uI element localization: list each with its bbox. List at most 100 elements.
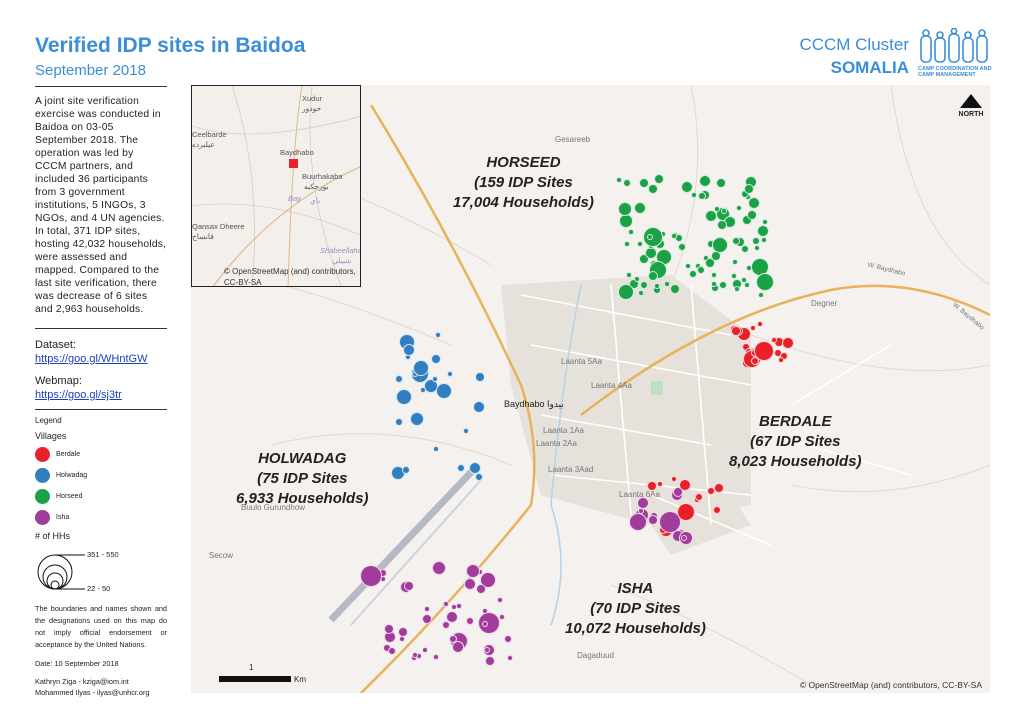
idp-site-marker[interactable] bbox=[432, 375, 439, 382]
idp-site-marker[interactable] bbox=[435, 382, 452, 399]
idp-site-marker[interactable] bbox=[463, 577, 476, 590]
idp-site-marker[interactable] bbox=[754, 245, 761, 252]
idp-site-marker[interactable] bbox=[711, 271, 718, 278]
idp-site-marker[interactable] bbox=[450, 603, 457, 610]
idp-site-marker[interactable] bbox=[761, 236, 768, 243]
idp-site-marker[interactable] bbox=[622, 178, 631, 187]
idp-site-marker[interactable] bbox=[404, 581, 415, 592]
dataset-link[interactable]: https://goo.gl/WHntGW bbox=[35, 353, 148, 365]
idp-site-marker[interactable] bbox=[617, 202, 632, 217]
idp-site-marker[interactable] bbox=[456, 464, 465, 473]
idp-site-marker[interactable] bbox=[623, 241, 630, 248]
idp-site-marker[interactable] bbox=[680, 534, 687, 541]
idp-site-marker[interactable] bbox=[435, 332, 442, 339]
idp-site-marker[interactable] bbox=[716, 220, 727, 231]
idp-site-marker[interactable] bbox=[443, 601, 450, 608]
idp-site-marker[interactable] bbox=[670, 283, 681, 294]
idp-site-marker[interactable] bbox=[475, 372, 486, 383]
idp-site-marker[interactable] bbox=[419, 387, 426, 394]
idp-site-marker[interactable] bbox=[423, 606, 430, 613]
idp-site-marker[interactable] bbox=[628, 228, 635, 235]
idp-site-marker[interactable] bbox=[758, 291, 765, 298]
idp-site-marker[interactable] bbox=[771, 337, 778, 344]
webmap-link[interactable]: https://goo.gl/sj3tr bbox=[35, 389, 122, 401]
idp-site-marker[interactable] bbox=[617, 283, 634, 300]
idp-site-marker[interactable] bbox=[401, 466, 410, 475]
idp-site-marker[interactable] bbox=[446, 610, 459, 623]
idp-site-marker[interactable] bbox=[677, 503, 696, 522]
idp-site-marker[interactable] bbox=[448, 634, 457, 643]
idp-site-marker[interactable] bbox=[734, 285, 741, 292]
idp-site-marker[interactable] bbox=[654, 282, 661, 289]
idp-site-marker[interactable] bbox=[615, 176, 622, 183]
idp-site-marker[interactable] bbox=[456, 602, 463, 609]
idp-site-marker[interactable] bbox=[484, 646, 491, 653]
idp-site-marker[interactable] bbox=[689, 269, 698, 278]
idp-site-marker[interactable] bbox=[672, 486, 683, 497]
idp-site-marker[interactable] bbox=[507, 654, 514, 661]
idp-site-marker[interactable] bbox=[761, 219, 768, 226]
idp-site-marker[interactable] bbox=[778, 357, 785, 364]
idp-site-marker[interactable] bbox=[432, 654, 439, 661]
idp-site-marker[interactable] bbox=[747, 209, 758, 220]
idp-site-marker[interactable] bbox=[433, 446, 440, 453]
idp-site-marker[interactable] bbox=[412, 359, 429, 376]
idp-site-marker[interactable] bbox=[639, 280, 648, 289]
idp-site-marker[interactable] bbox=[403, 343, 416, 356]
idp-site-marker[interactable] bbox=[712, 506, 721, 515]
idp-site-marker[interactable] bbox=[731, 272, 738, 279]
idp-site-marker[interactable] bbox=[710, 281, 717, 288]
idp-site-marker[interactable] bbox=[694, 492, 703, 501]
idp-site-marker[interactable] bbox=[466, 616, 475, 625]
map[interactable]: HORSEED (159 IDP Sites 17,004 Households… bbox=[191, 85, 990, 693]
idp-site-marker[interactable] bbox=[685, 262, 692, 269]
idp-site-marker[interactable] bbox=[731, 236, 740, 245]
idp-site-marker[interactable] bbox=[750, 324, 757, 331]
idp-site-marker[interactable] bbox=[690, 192, 697, 199]
idp-site-marker[interactable] bbox=[677, 242, 686, 251]
idp-site-marker[interactable] bbox=[710, 251, 721, 262]
idp-site-marker[interactable] bbox=[720, 208, 727, 215]
idp-site-marker[interactable] bbox=[465, 564, 480, 579]
idp-site-marker[interactable] bbox=[653, 173, 664, 184]
idp-site-marker[interactable] bbox=[412, 651, 419, 658]
idp-site-marker[interactable] bbox=[743, 183, 754, 194]
idp-site-marker[interactable] bbox=[421, 647, 428, 653]
idp-site-marker[interactable] bbox=[446, 371, 453, 377]
idp-site-marker[interactable] bbox=[714, 482, 725, 493]
idp-site-marker[interactable] bbox=[638, 508, 645, 515]
idp-site-marker[interactable] bbox=[398, 627, 409, 638]
idp-site-marker[interactable] bbox=[706, 487, 715, 496]
idp-site-marker[interactable] bbox=[395, 375, 404, 384]
idp-site-marker[interactable] bbox=[384, 624, 395, 635]
idp-site-marker[interactable] bbox=[755, 273, 774, 292]
idp-site-marker[interactable] bbox=[740, 244, 749, 253]
idp-site-marker[interactable] bbox=[670, 232, 677, 239]
idp-site-marker[interactable] bbox=[697, 191, 706, 200]
idp-site-marker[interactable] bbox=[670, 475, 677, 482]
idp-site-marker[interactable] bbox=[696, 266, 705, 275]
idp-site-marker[interactable] bbox=[647, 184, 658, 195]
idp-site-marker[interactable] bbox=[679, 479, 692, 492]
idp-site-marker[interactable] bbox=[658, 511, 681, 534]
idp-site-marker[interactable] bbox=[633, 275, 640, 282]
idp-site-marker[interactable] bbox=[732, 258, 739, 265]
idp-site-marker[interactable] bbox=[479, 571, 496, 588]
idp-site-marker[interactable] bbox=[742, 215, 753, 226]
idp-site-marker[interactable] bbox=[451, 641, 464, 654]
idp-site-marker[interactable] bbox=[782, 337, 795, 350]
idp-site-marker[interactable] bbox=[735, 205, 742, 212]
idp-site-marker[interactable] bbox=[432, 560, 447, 575]
idp-site-marker[interactable] bbox=[648, 271, 659, 281]
idp-site-marker[interactable] bbox=[656, 481, 663, 488]
idp-site-marker[interactable] bbox=[484, 656, 495, 667]
idp-site-marker[interactable] bbox=[716, 177, 727, 188]
idp-site-marker[interactable] bbox=[388, 647, 397, 656]
idp-site-marker[interactable] bbox=[474, 473, 483, 482]
idp-site-marker[interactable] bbox=[743, 281, 750, 288]
idp-site-marker[interactable] bbox=[409, 411, 424, 426]
idp-site-marker[interactable] bbox=[713, 206, 720, 213]
idp-site-marker[interactable] bbox=[647, 234, 654, 241]
idp-site-marker[interactable] bbox=[731, 325, 742, 336]
idp-site-marker[interactable] bbox=[441, 620, 450, 629]
